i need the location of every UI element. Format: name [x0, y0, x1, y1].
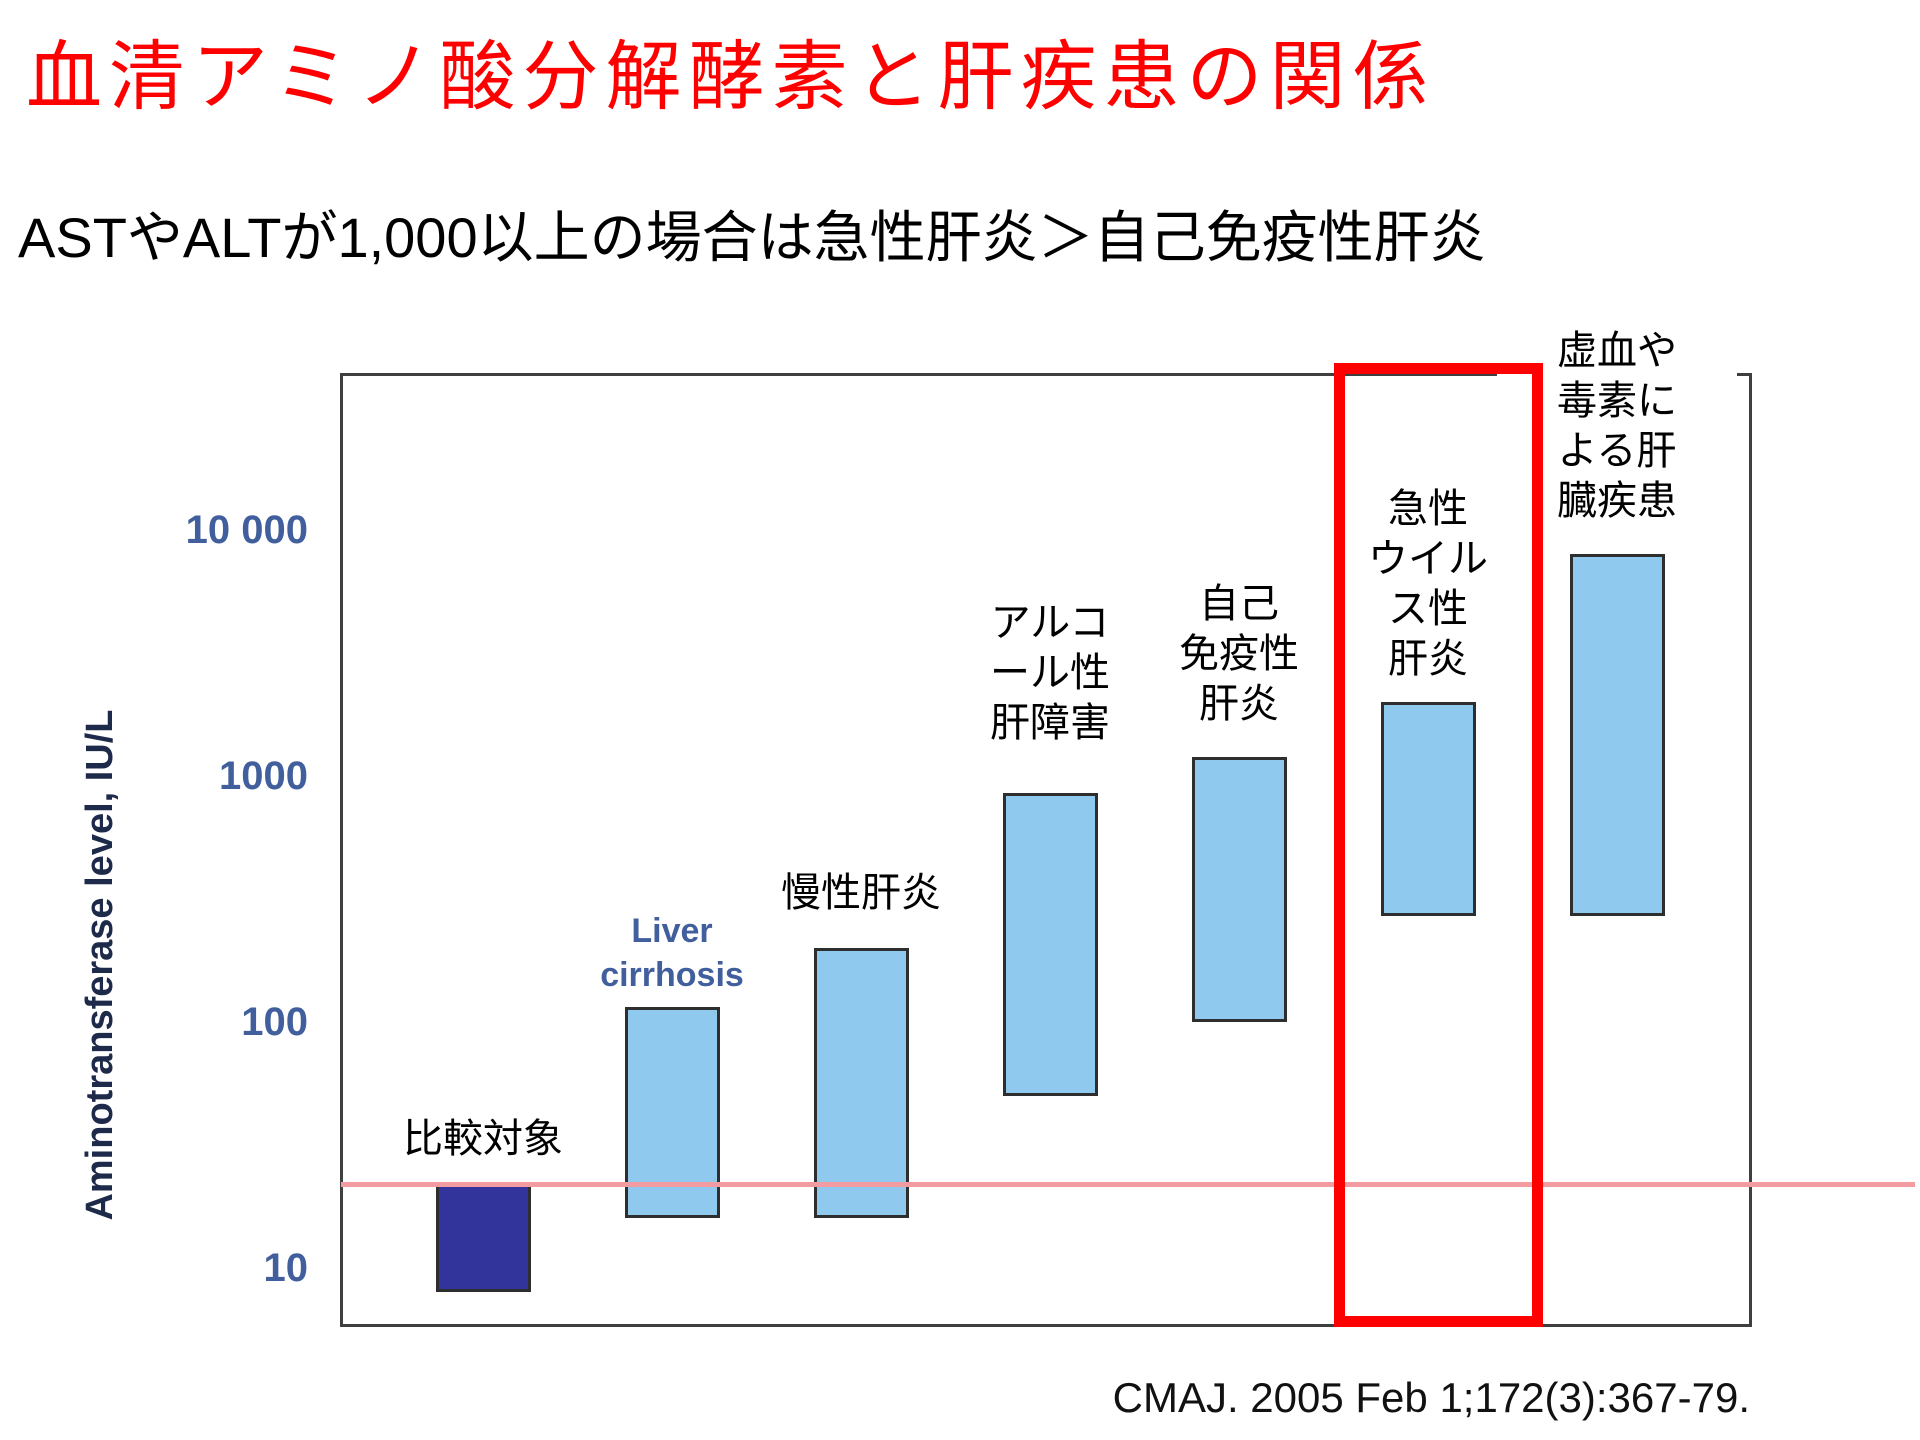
normal-upper-limit-line — [341, 1181, 1915, 1187]
bar-label-line: 毒素に — [1557, 378, 1677, 423]
plot-area-border — [340, 373, 1752, 1327]
range-bar-7 — [1569, 553, 1665, 916]
bar-label-line: 肝炎 — [1199, 681, 1279, 726]
bar-label-4: アルコ ール性 肝障害 — [930, 598, 1170, 748]
bar-label-line: cirrhosis — [600, 956, 744, 995]
page-subtitle: ASTやALTが1,000以上の場合は急性肝炎＞自己免疫性肝炎 — [18, 206, 1486, 269]
bar-label-line: 臓疾患 — [1557, 478, 1677, 523]
bar-label-1: 比較対象 — [363, 1114, 603, 1164]
bar-label-5: 自己 免疫性 肝炎 — [1119, 579, 1359, 729]
range-bar-5 — [1191, 756, 1287, 1022]
bar-label-line: よる肝 — [1557, 428, 1677, 473]
range-bar-4 — [1002, 793, 1098, 1097]
range-bar-6 — [1380, 701, 1476, 916]
bar-label-line: 免疫性 — [1179, 631, 1299, 676]
bar-label-line: 比較対象 — [403, 1116, 563, 1161]
bar-label-2: Liver cirrhosis — [552, 909, 792, 997]
bar-label-line: ウイル — [1368, 536, 1488, 581]
bar-label-line: ス性 — [1388, 586, 1468, 631]
range-bar-3 — [813, 947, 909, 1218]
citation: CMAJ. 2005 Feb 1;172(3):367-79. — [1112, 1374, 1750, 1421]
bar-label-3: 慢性肝炎 — [741, 868, 981, 918]
bar-label-line: 慢性肝炎 — [781, 870, 941, 915]
bar-label-line: 肝障害 — [990, 701, 1110, 746]
y-tick-label: 1000 — [219, 754, 308, 798]
bar-label-line: 虚血や — [1557, 328, 1677, 373]
y-tick-label: 100 — [241, 1000, 308, 1044]
bar-label-line: 急性 — [1388, 486, 1468, 531]
bar-label-6: 急性 ウイル ス性 肝炎 — [1308, 484, 1548, 684]
page-title: 血清アミノ酸分解酵素と肝疾患の関係 — [26, 35, 1436, 120]
range-bar-1 — [435, 1183, 531, 1292]
y-tick-label: 10 000 — [185, 508, 308, 552]
highlight-box — [1334, 363, 1543, 1327]
bar-label-line: ール性 — [990, 651, 1110, 696]
bar-label-line: 自己 — [1199, 581, 1279, 626]
bar-label-line: Liver — [631, 912, 713, 951]
y-tick-label: 10 — [263, 1246, 309, 1290]
bar-label-line: アルコ — [990, 601, 1110, 646]
bar-label-line: 肝炎 — [1388, 636, 1468, 681]
y-axis-label: Aminotransferase level, IU/L — [79, 709, 121, 1221]
